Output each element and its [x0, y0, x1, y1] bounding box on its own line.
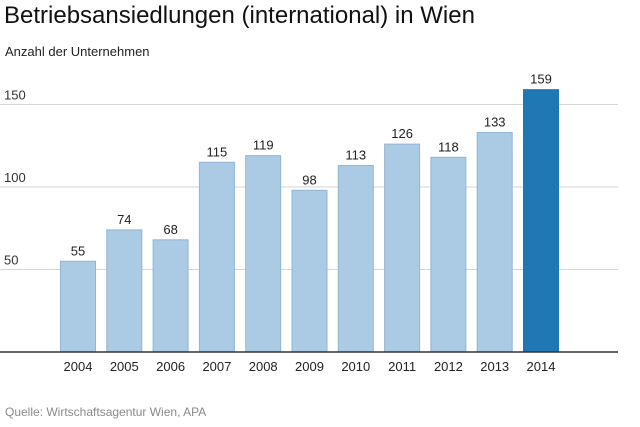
data-label-2014: 159 — [530, 72, 552, 87]
bar-2008 — [245, 155, 282, 353]
bar-2004 — [60, 260, 96, 353]
bar-2011 — [384, 143, 421, 353]
bar-2009 — [291, 189, 328, 353]
bar-2006 — [152, 239, 189, 353]
y-tick-label-100: 100 — [4, 170, 26, 185]
x-tick-labels: 2004 2005 2006 2007 2008 2009 2010 2011 2012 2013… — [64, 359, 556, 374]
data-label-2004: 55 — [71, 243, 85, 258]
data-label-2008: 119 — [253, 138, 274, 153]
x-tick-label-2004: 2004 — [64, 359, 93, 374]
data-label-2005: 74 — [117, 212, 131, 227]
data-label-2011: 126 — [391, 126, 413, 141]
data-label-2012: 118 — [438, 139, 459, 154]
y-tick-label-50: 50 — [4, 253, 18, 268]
x-tick-label-2007: 2007 — [202, 359, 231, 374]
bar-2007 — [198, 161, 235, 353]
x-tick-label-2009: 2009 — [295, 359, 324, 374]
bar-2014 — [523, 89, 559, 353]
bar-2012 — [430, 156, 467, 353]
bars — [60, 89, 559, 353]
x-tick-label-2011: 2011 — [388, 359, 416, 374]
y-tick-label-150: 150 — [4, 88, 26, 103]
data-label-2010: 113 — [345, 148, 366, 163]
data-label-2006: 68 — [163, 222, 177, 237]
x-tick-label-2014: 2014 — [527, 359, 556, 374]
data-label-2009: 98 — [302, 172, 316, 187]
x-tick-label-2008: 2008 — [249, 359, 278, 374]
data-label-2007: 115 — [207, 144, 228, 159]
x-tick-label-2006: 2006 — [156, 359, 185, 374]
chart-subtitle: Anzahl der Unternehmen — [5, 44, 150, 59]
bar-2005 — [106, 229, 143, 353]
x-tick-label-2005: 2005 — [110, 359, 139, 374]
chart-title: Betriebsansiedlungen (international) in … — [4, 2, 475, 29]
x-tick-label-2010: 2010 — [341, 359, 370, 374]
source-note: Quelle: Wirtschaftsagentur Wien, APA — [5, 405, 207, 419]
bar-2013 — [476, 132, 513, 353]
x-tick-label-2012: 2012 — [434, 359, 463, 374]
x-tick-label-2013: 2013 — [480, 359, 509, 374]
y-tick-labels: 50 100 150 — [4, 88, 26, 268]
data-labels: 55 74 68 115 119 98 113 126 118 133 159 — [71, 72, 552, 259]
bar-2010 — [337, 165, 374, 353]
data-label-2013: 133 — [484, 115, 506, 130]
